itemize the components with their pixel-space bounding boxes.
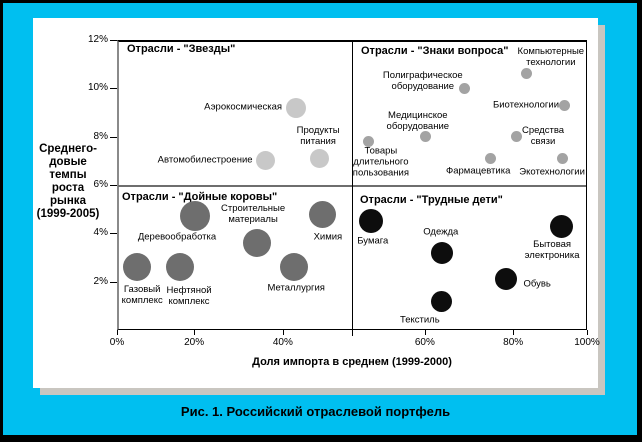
stars-bubble [286, 97, 307, 118]
x-tick-label: 40% [272, 337, 293, 348]
y-tick-mark [110, 88, 117, 90]
cash-cows-bubble-label: Деревообработка [137, 231, 217, 243]
figure-caption: Рис. 1. Российский отраслевой портфель [180, 404, 451, 419]
problem-children-bubble-label: Бумага [357, 235, 389, 247]
problem-children-bubble-label: Бытовая электроника [524, 239, 580, 262]
stars-bubble [255, 151, 275, 171]
x-tick-label: 20% [184, 337, 205, 348]
cash-cows-bubble [166, 253, 194, 282]
question-marks-bubble [558, 99, 570, 111]
question-marks-bubble-label: Товары длительного пользования [352, 145, 409, 178]
y-axis-title: Среднего- довые темпы роста рынка (1999-… [36, 143, 100, 220]
problem-children-bubble-label: Текстиль [399, 314, 440, 326]
x-tick-label: 0% [109, 337, 125, 348]
question-marks-bubble-label: Полиграфическое оборудование [382, 70, 463, 93]
stars-bubble-label: Продукты питания [296, 125, 340, 148]
y-tick-label: 4% [93, 227, 108, 239]
x-tick-mark [117, 330, 118, 335]
x-tick-label: 60% [414, 337, 435, 348]
quadrant-title-cash-cows: Отрасли - "Дойные коровы" [122, 191, 278, 203]
quadrant-title-question-marks: Отрасли - "Знаки вопроса" [361, 45, 509, 57]
y-tick-label: 12% [87, 34, 108, 45]
stars-bubble-label: Автомобилестроение [157, 154, 253, 166]
problem-children-bubble [431, 290, 453, 312]
stars-bubble-label: Аэрокосмическая [204, 101, 283, 113]
question-marks-bubble [363, 136, 375, 147]
problem-children-bubble-label: Обувь [523, 278, 551, 290]
cash-cows-bubble-label: Металлургия [267, 282, 325, 294]
y-tick-label: 2% [93, 275, 108, 287]
y-tick-label: 6% [93, 179, 108, 190]
cash-cows-bubble-label: Строительные материалы [221, 203, 286, 225]
quadrant-title-stars: Отрасли - "Звезды" [127, 43, 236, 55]
x-axis-title: Доля импорта в среднем (1999-2000) [252, 356, 452, 368]
problem-children-bubble [430, 241, 453, 264]
quadrant-divider-vertical [352, 40, 353, 336]
cash-cows-bubble-label: Химия [313, 231, 343, 243]
problem-children-bubble [495, 268, 518, 291]
problem-children-bubble [549, 214, 573, 238]
y-tick-mark [110, 233, 117, 235]
y-tick-label: 8% [93, 130, 108, 142]
question-marks-bubble-label: Медицинское оборудование [386, 109, 450, 132]
x-tick-label: 80% [503, 337, 524, 348]
y-tick-mark [110, 185, 117, 186]
question-marks-bubble [459, 82, 471, 94]
y-tick-mark [110, 281, 117, 283]
x-tick-mark [194, 330, 196, 335]
x-tick-label: 100% [574, 337, 600, 348]
cash-cows-bubble [309, 200, 337, 228]
x-tick-mark [587, 330, 588, 335]
x-tick-mark [282, 330, 284, 335]
problem-children-bubble [358, 209, 383, 234]
question-marks-bubble-label: Компьютерные технологии [517, 45, 585, 68]
question-marks-bubble [510, 131, 522, 143]
question-marks-bubble [484, 152, 496, 164]
cash-cows-bubble-label: Нефтяной комплекс [166, 285, 212, 308]
question-marks-bubble [420, 131, 432, 143]
quadrant-title-problem-children: Отрасли - "Трудные дети" [360, 194, 503, 206]
stars-bubble [309, 148, 329, 168]
y-tick-label: 10% [87, 82, 108, 94]
question-marks-bubble [521, 68, 533, 80]
cash-cows-bubble [280, 253, 309, 282]
cash-cows-bubble-label: Газовый комплекс [121, 284, 163, 307]
question-marks-bubble [556, 152, 568, 164]
y-tick-mark [110, 136, 117, 138]
x-tick-mark [513, 330, 515, 335]
y-tick-mark [110, 40, 117, 41]
cash-cows-bubble [123, 253, 152, 282]
problem-children-bubble-label: Одежда [423, 226, 459, 238]
question-marks-bubble-label: Средства связи [521, 124, 565, 147]
x-tick-mark [424, 330, 426, 335]
question-marks-bubble-label: Биотехнологии [492, 99, 560, 111]
cash-cows-bubble [180, 201, 210, 232]
question-marks-bubble-label: Экотехнологии [519, 166, 585, 178]
cash-cows-bubble [243, 229, 272, 257]
question-marks-bubble-label: Фармацевтика [446, 165, 511, 177]
